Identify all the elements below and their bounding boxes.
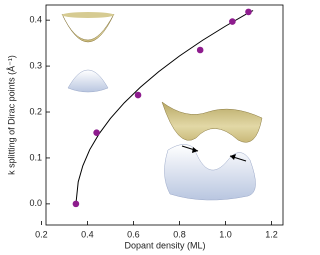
y-tick-label: 0.1	[29, 152, 42, 162]
x-tick-label: 1.2	[265, 229, 278, 239]
data-point	[134, 91, 142, 99]
y-tick-label: 0.4	[29, 15, 42, 25]
chart: k splitting of Dirac points (Å⁻¹) Dopant…	[6, 4, 284, 250]
inset-split-cone	[161, 101, 263, 201]
x-tick-label: 0.6	[127, 229, 140, 239]
y-tick-label: 0.2	[29, 106, 42, 116]
data-point	[72, 200, 80, 208]
y-axis-label: k splitting of Dirac points (Å⁻¹)	[6, 55, 16, 175]
x-axis-label: Dopant density (ML)	[124, 240, 205, 250]
data-point	[229, 18, 236, 25]
x-tick-label: 0.2	[35, 229, 48, 239]
y-tick-label: 0.3	[29, 60, 42, 70]
y-tick-label: 0.0	[29, 198, 42, 208]
data-point	[93, 129, 100, 136]
x-tick-label: 1.0	[219, 229, 232, 239]
plot-frame	[45, 4, 284, 226]
data-point	[245, 8, 252, 16]
inset-small-cone	[61, 12, 115, 93]
data-point	[196, 46, 204, 54]
x-tick-label: 0.8	[173, 229, 186, 239]
fit-curve	[75, 10, 254, 204]
x-tick-label: 0.4	[81, 229, 94, 239]
